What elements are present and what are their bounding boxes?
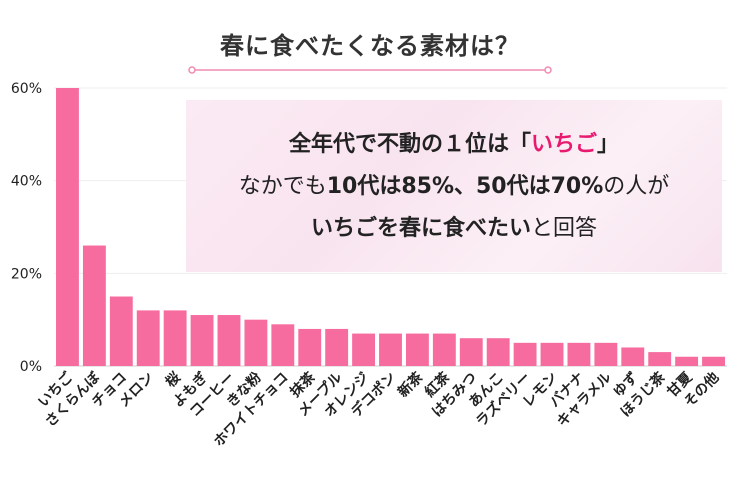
y-tick-label: 20%: [11, 266, 42, 282]
bar-2: [109, 296, 133, 366]
bar-13: [405, 333, 429, 366]
callout-line-1-c: 」: [597, 132, 620, 157]
bar-5: [190, 315, 214, 366]
bar-22: [648, 352, 672, 366]
callout-box: 全年代で不動の１位は「いちご」 なかでも10代は85%、50代は70%の人が い…: [186, 100, 722, 272]
callout-line-1-a: 全年代で不動の１位は「: [288, 132, 531, 157]
bar-17: [513, 342, 537, 366]
bar-1: [82, 245, 106, 366]
bar-16: [486, 338, 510, 366]
callout-line-2-a: なかでも: [238, 174, 327, 199]
callout-line-3-b: と回答: [531, 216, 598, 241]
bar-3: [136, 310, 160, 366]
chart-title: 春に食べたくなる素材は？: [220, 32, 520, 60]
bar-15: [459, 338, 483, 366]
callout-highlight: いちご: [530, 132, 597, 157]
bar-18: [540, 342, 564, 366]
y-tick-label: 40%: [11, 174, 42, 190]
bar-20: [594, 342, 618, 366]
bar-19: [567, 342, 591, 366]
bar-24: [702, 356, 725, 366]
bar-9: [298, 328, 322, 366]
bar-7: [244, 319, 268, 366]
y-tick-label: 0%: [20, 359, 42, 375]
callout-line-3-a: いちごを春に食べたい: [310, 216, 531, 241]
x-tick-label: 新茶: [394, 368, 427, 401]
callout-line-3: いちごを春に食べたいと回答: [186, 208, 722, 250]
bar-21: [621, 347, 645, 366]
callout-line-2: なかでも10代は85%、50代は70%の人が: [186, 166, 722, 208]
bar-0: [56, 88, 79, 366]
bar-11: [352, 333, 376, 366]
title-underline: [188, 66, 552, 74]
bars: [56, 88, 725, 366]
y-tick-label: 60%: [11, 81, 42, 97]
y-axis-ticks: 0% 20% 40% 60%: [11, 81, 42, 375]
bar-10: [325, 328, 349, 366]
callout-line-1: 全年代で不動の１位は「いちご」: [186, 124, 722, 166]
callout-line-2-c: の人が: [603, 174, 670, 199]
callout-line-2-b: 10代は85%、50代は70%: [326, 174, 604, 199]
bar-12: [379, 333, 402, 366]
bar-6: [217, 315, 241, 366]
bar-23: [675, 356, 699, 366]
bar-4: [163, 310, 187, 366]
bar-8: [271, 324, 295, 366]
bar-14: [432, 333, 456, 366]
